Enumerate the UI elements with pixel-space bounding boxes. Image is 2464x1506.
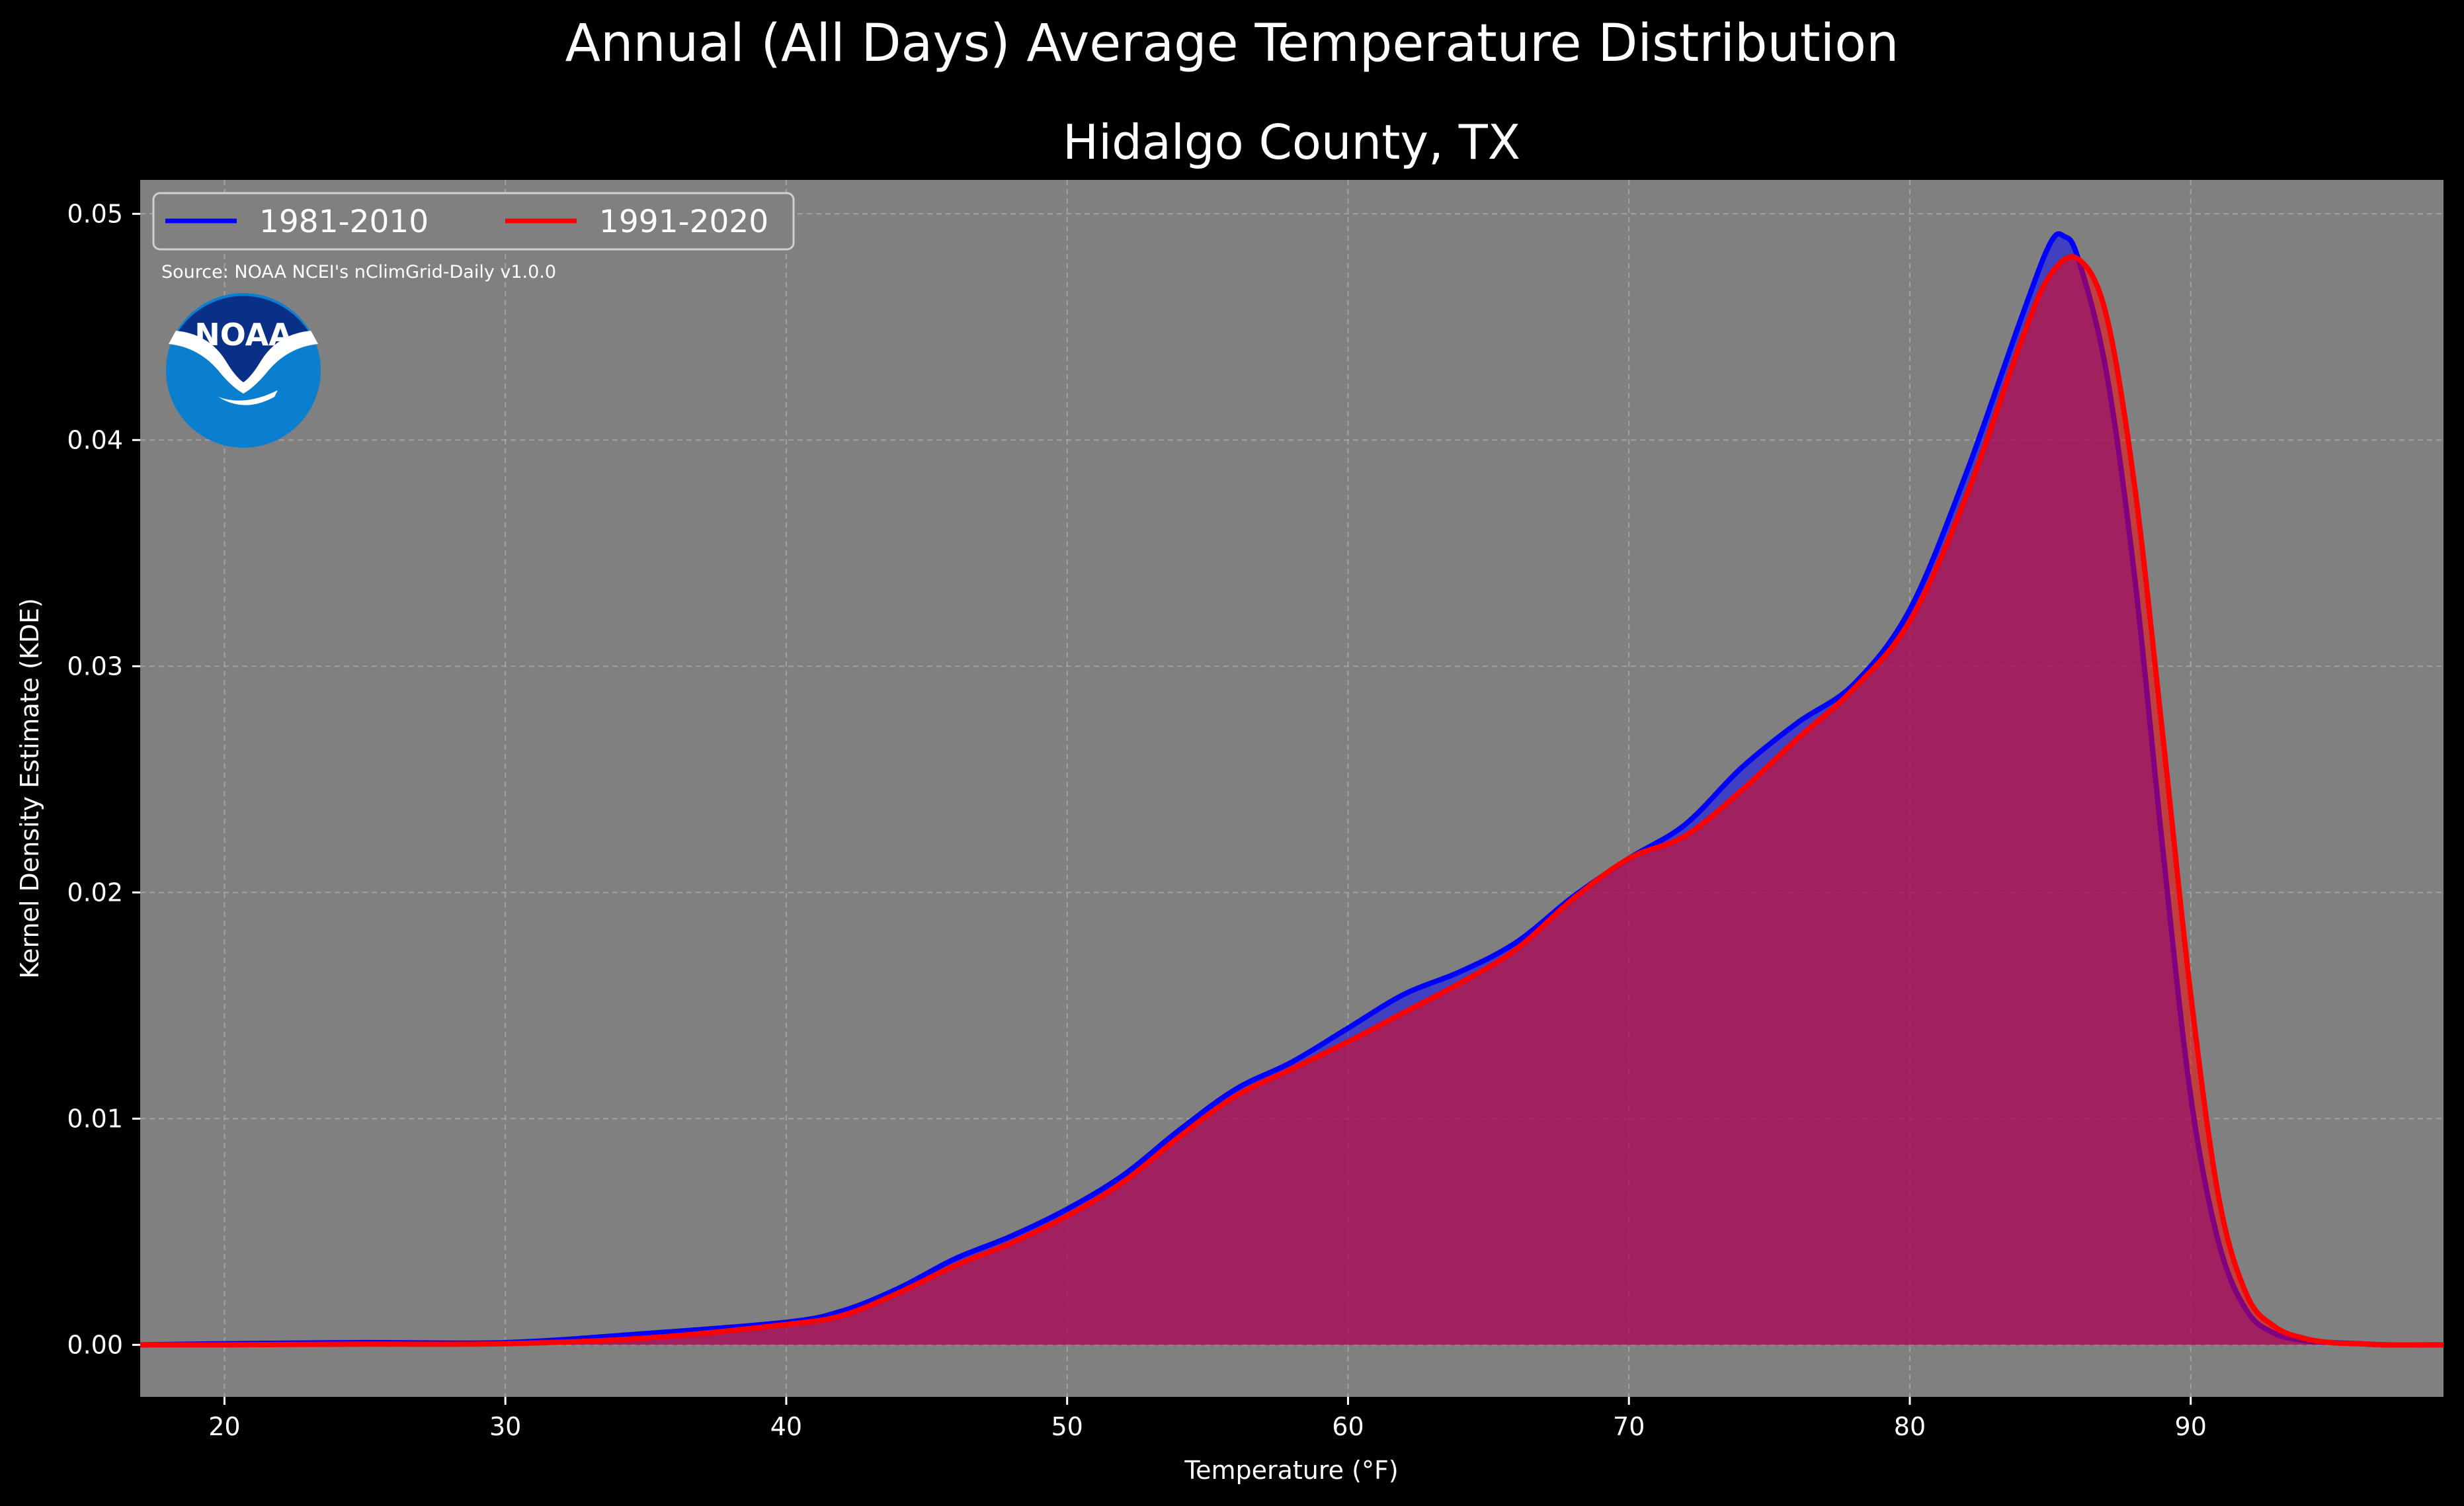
x-tick-label: 20 (208, 1412, 240, 1441)
y-tick-label: 0.03 (67, 651, 123, 681)
axis-ticks: 20 30 40 50 60 70 80 90 0.00 0.01 0.02 0.03 0.04 0.05 (67, 199, 2207, 1441)
chart-title: Annual (All Days) Average Temperature Di… (565, 14, 1899, 73)
legend-label-1981-2010: 1981-2010 (259, 204, 429, 240)
x-tick-label: 50 (1051, 1412, 1083, 1441)
x-tick-label: 40 (770, 1412, 802, 1441)
y-axis-label: Kernel Density Estimate (KDE) (15, 598, 44, 979)
logo-wave (218, 390, 278, 405)
x-tick-label: 60 (1332, 1412, 1364, 1441)
legend-label-1991-2020: 1991-2020 (599, 204, 768, 240)
legend: 1981-2010 1991-2020 (152, 192, 795, 251)
series-area-1991-2020 (140, 257, 2443, 1345)
x-tick-label: 70 (1613, 1412, 1645, 1441)
y-tick-label: 0.04 (67, 425, 123, 454)
logo-top (173, 296, 313, 390)
y-tick-label: 0.00 (67, 1330, 123, 1359)
y-tick-label: 0.05 (67, 199, 123, 228)
x-tick-label: 80 (1894, 1412, 1926, 1441)
y-tick-label: 0.01 (67, 1104, 123, 1133)
logo-gull (169, 331, 318, 394)
x-tick-label: 30 (489, 1412, 521, 1441)
chart-subtitle: Hidalgo County, TX (1063, 114, 1520, 170)
source-note: Source: NOAA NCEI's nClimGrid-Daily v1.0… (161, 262, 556, 282)
x-tick-label: 90 (2175, 1412, 2207, 1441)
legend-box (152, 192, 795, 251)
y-tick-label: 0.02 (67, 878, 123, 907)
series-line-1991-2020 (140, 254, 2444, 1348)
x-axis-label: Temperature (°F) (1184, 1456, 1398, 1485)
logo-text: NOAA (194, 317, 292, 353)
noaa-logo-icon: NOAA (166, 293, 321, 448)
series-layer (140, 231, 2444, 1348)
